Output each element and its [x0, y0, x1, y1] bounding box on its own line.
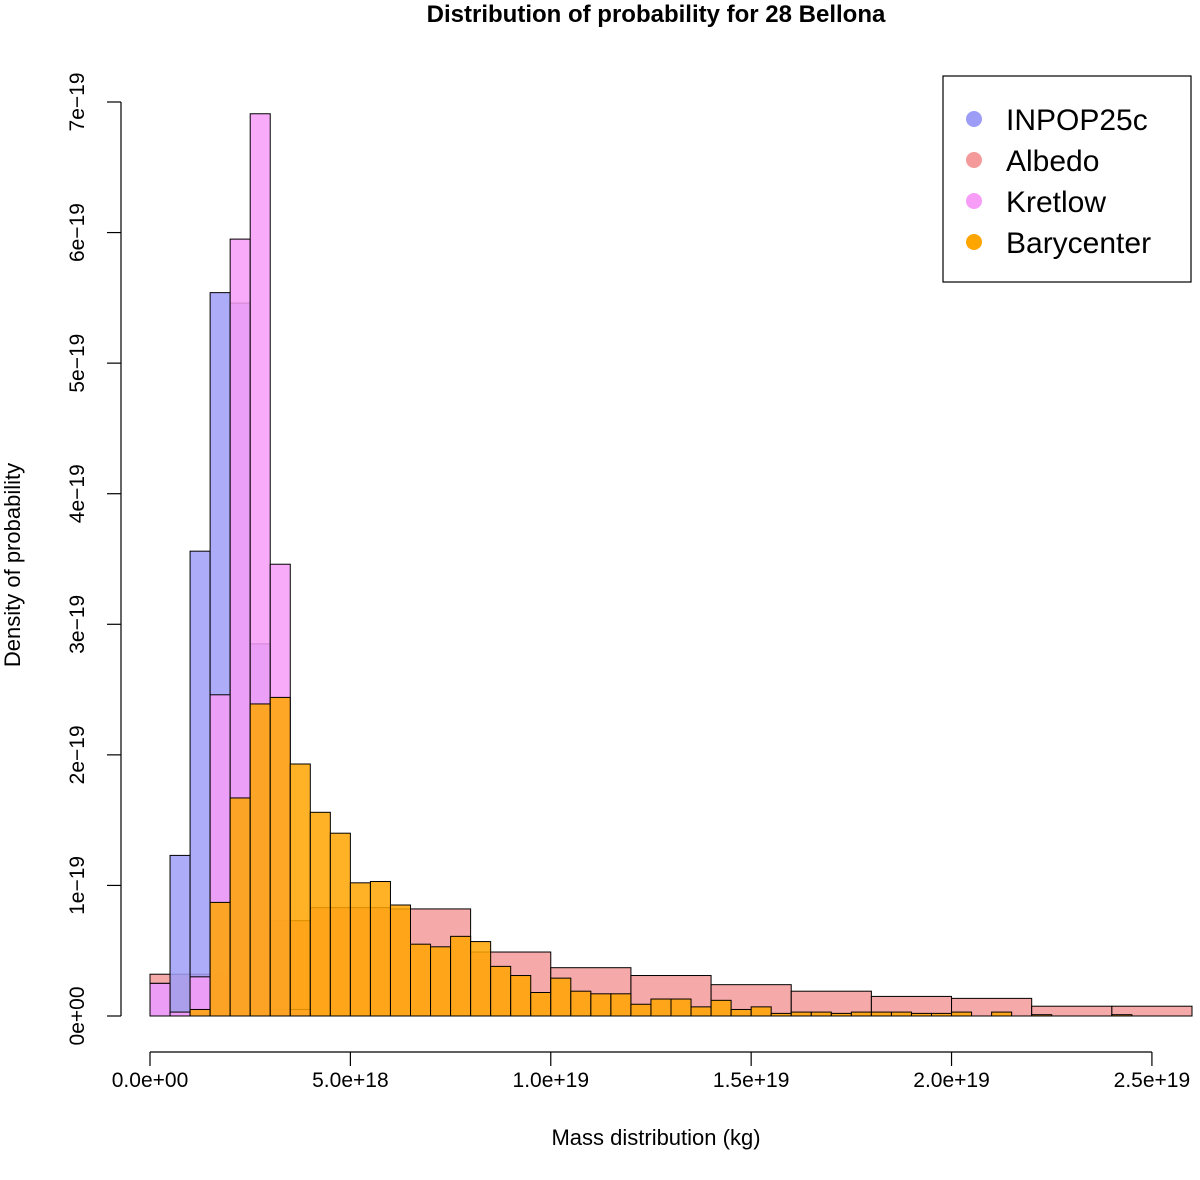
legend-marker-inpop25c: [966, 111, 982, 127]
y-tick-label: 6e−19: [66, 203, 89, 262]
bar-barycenter-20: [550, 977, 572, 1017]
bar-barycenter-42: [991, 1011, 1013, 1017]
bar-barycenter-25: [650, 998, 672, 1017]
bars-layer: [149, 113, 1193, 1017]
bar-barycenter-2: [189, 1008, 211, 1017]
y-axis: 0e+00 1e−19 2e−19 3e−19 4e−19 5e−19 6e−19 7e−19: [66, 73, 122, 1046]
bar-barycenter-11: [369, 881, 391, 1017]
y-tick-label: 3e−19: [66, 595, 89, 654]
y-tick-label: 4e−19: [66, 464, 89, 523]
x-axis-label: Mass distribution (kg): [551, 1125, 760, 1150]
bar-barycenter-13: [410, 943, 432, 1017]
legend-marker-kretlow: [966, 193, 982, 209]
bar-kretlow-1: [169, 1011, 191, 1017]
legend-label-albedo: Albedo: [1006, 145, 1099, 178]
bar-barycenter-19: [530, 991, 552, 1017]
x-tick-label: 0.0e+00: [112, 1069, 189, 1092]
bar-barycenter-40: [951, 1011, 973, 1017]
bar-barycenter-22: [590, 993, 612, 1017]
y-tick-label: 7e−19: [66, 73, 89, 132]
x-tick-label: 1.5e+19: [713, 1069, 790, 1092]
bar-barycenter-23: [610, 993, 632, 1017]
bar-barycenter-4: [229, 797, 251, 1017]
x-axis: 0.0e+00 5.0e+18 1.0e+19 1.5e+19 2.0e+19 2.5e+…: [112, 1051, 1191, 1092]
bar-barycenter-15: [450, 935, 472, 1017]
bar-barycenter-35: [850, 1011, 872, 1017]
bar-barycenter-6: [269, 696, 291, 1017]
legend: INPOP25c Albedo Kretlow Barycenter: [942, 75, 1192, 283]
bar-barycenter-38: [910, 1012, 933, 1017]
bar-barycenter-3: [209, 901, 231, 1017]
y-axis-label: Density of probability: [0, 463, 25, 667]
bar-barycenter-7: [289, 763, 311, 1017]
legend-marker-albedo: [966, 152, 982, 168]
bar-barycenter-18: [510, 975, 532, 1017]
bar-barycenter-10: [349, 882, 371, 1017]
legend-box: [942, 75, 1192, 283]
x-tick-label: 2.5e+19: [1114, 1069, 1191, 1092]
bar-barycenter-37: [890, 1011, 912, 1017]
y-tick-label: 2e−19: [66, 725, 89, 784]
bar-barycenter-29: [730, 1008, 752, 1017]
bar-barycenter-9: [329, 832, 351, 1017]
bar-barycenter-12: [389, 904, 412, 1017]
bar-barycenter-30: [750, 1006, 772, 1017]
bar-inpop25c-2: [189, 550, 211, 1017]
bar-barycenter-14: [430, 946, 452, 1017]
bar-inpop25c-1: [169, 854, 191, 1017]
bar-barycenter-26: [670, 998, 692, 1017]
bar-barycenter-17: [490, 965, 512, 1017]
bar-barycenter-5: [249, 703, 271, 1017]
x-tick-label: 1.0e+19: [513, 1069, 590, 1092]
bar-kretlow-0: [149, 982, 171, 1017]
bar-barycenter-16: [470, 941, 492, 1017]
bar-barycenter-34: [830, 1012, 852, 1017]
bar-barycenter-8: [309, 811, 331, 1017]
legend-label-kretlow: Kretlow: [1006, 186, 1106, 219]
bar-barycenter-24: [630, 1003, 652, 1017]
y-tick-label: 1e−19: [66, 856, 89, 915]
bar-barycenter-33: [810, 1011, 832, 1017]
bar-barycenter-31: [770, 1012, 792, 1017]
bar-barycenter-32: [790, 1011, 812, 1017]
y-tick-label: 5e−19: [66, 334, 89, 393]
bar-barycenter-39: [931, 1012, 953, 1017]
bar-albedo-12: [1111, 1005, 1193, 1017]
bar-barycenter-36: [870, 1011, 892, 1017]
chart-title: Distribution of probability for 28 Bello…: [427, 1, 886, 28]
legend-label-inpop25c: INPOP25c: [1006, 104, 1148, 137]
bar-barycenter-48: [1111, 1014, 1133, 1017]
y-tick-label: 0e+00: [66, 987, 89, 1046]
bar-barycenter-28: [710, 999, 732, 1017]
bar-barycenter-44: [1031, 1014, 1053, 1017]
bar-barycenter-21: [570, 990, 592, 1017]
bar-barycenter-27: [690, 1006, 712, 1017]
x-tick-label: 5.0e+18: [312, 1069, 389, 1092]
x-tick-label: 2.0e+19: [913, 1069, 990, 1092]
legend-label-barycenter: Barycenter: [1006, 227, 1151, 260]
legend-marker-barycenter: [966, 234, 982, 250]
